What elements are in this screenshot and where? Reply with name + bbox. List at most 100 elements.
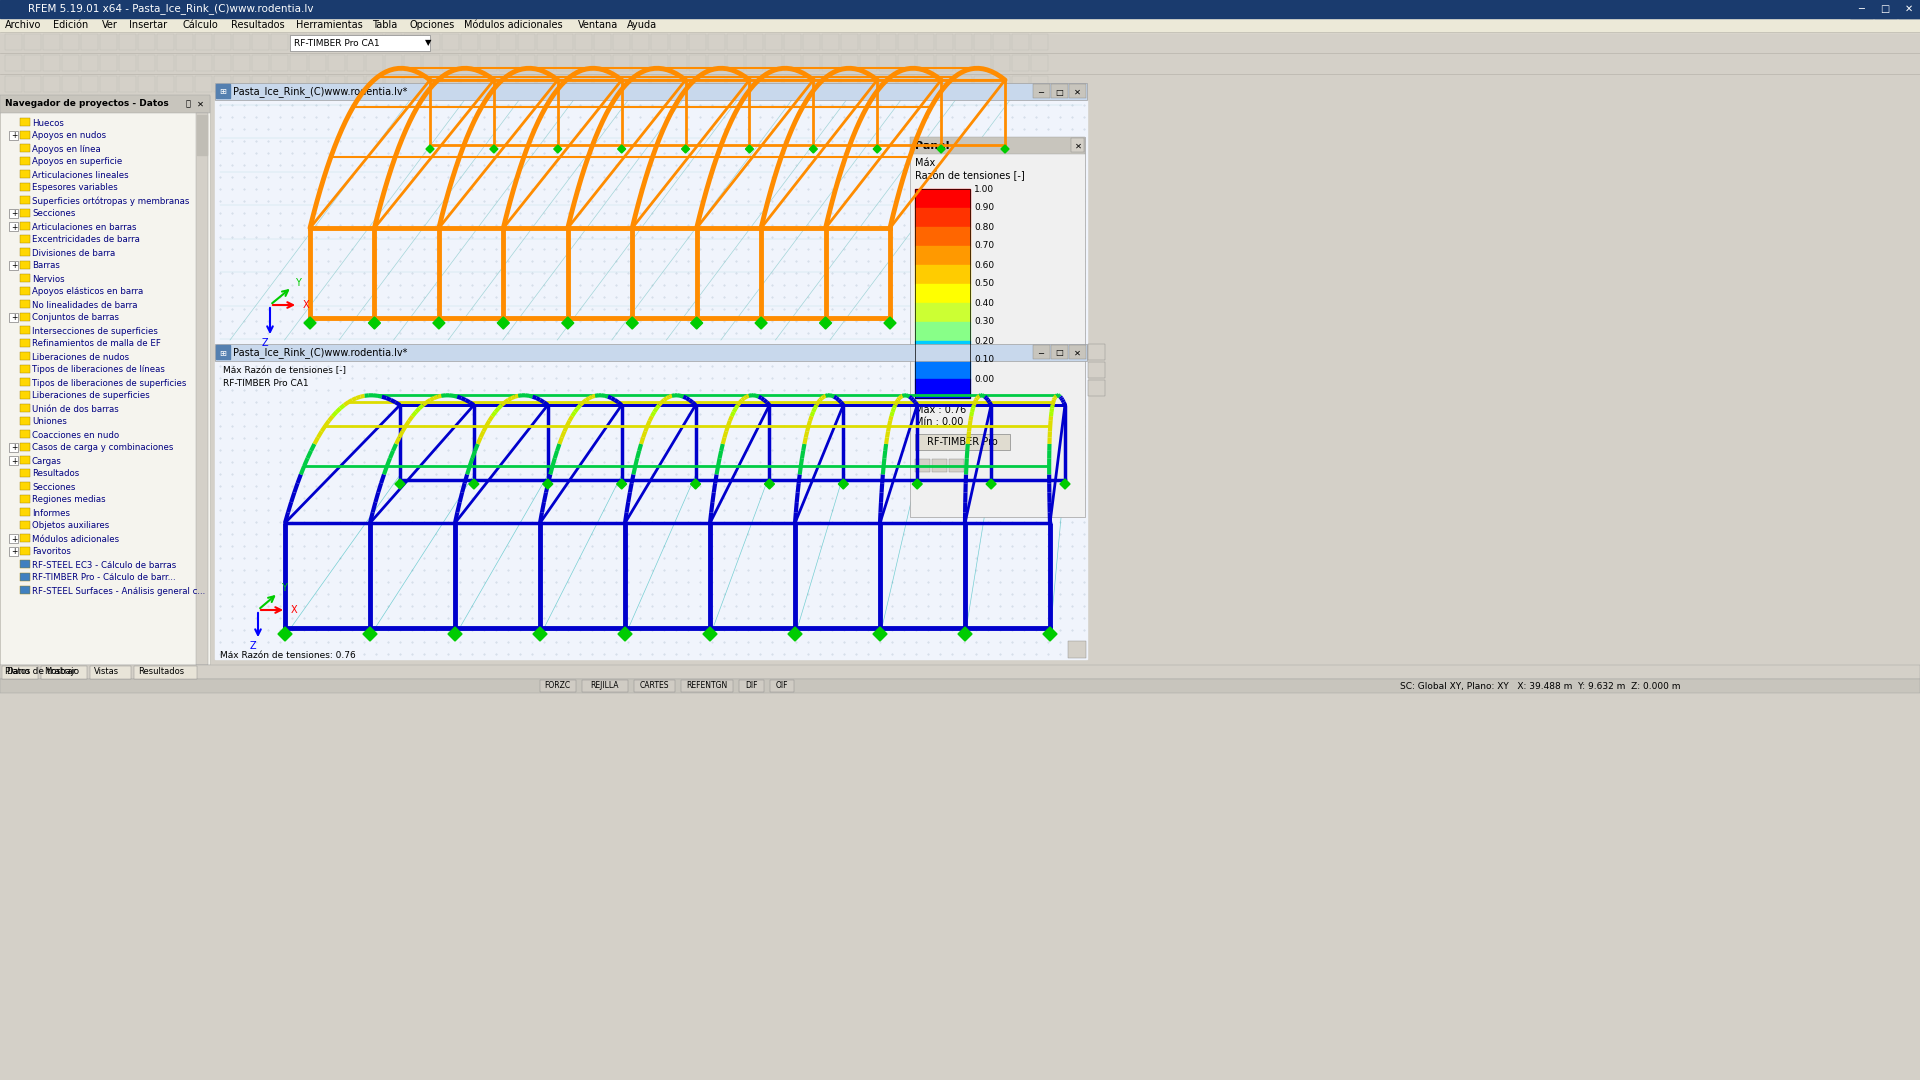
Bar (593, 55, 611, 71)
Text: Navegador de proyectos - Datos: Navegador de proyectos - Datos (6, 99, 169, 108)
Bar (6, 33, 21, 50)
Bar (19, 443, 31, 451)
Polygon shape (490, 145, 497, 153)
Text: ─: ─ (1859, 4, 1864, 14)
Bar (783, 55, 801, 71)
Bar (0, 18, 1920, 32)
Bar (993, 33, 1010, 50)
Text: Superficies ortótropas y membranas: Superficies ortótropas y membranas (33, 197, 190, 206)
Bar (23, 76, 40, 92)
Bar (19, 430, 31, 438)
Bar (931, 459, 947, 472)
Bar (61, 76, 79, 92)
Bar (19, 378, 31, 386)
Bar (1031, 33, 1048, 50)
Text: Cálculo: Cálculo (182, 21, 219, 30)
Bar (518, 33, 536, 50)
Text: DIF: DIF (745, 681, 758, 690)
Text: Nervios: Nervios (33, 274, 65, 283)
Bar (574, 76, 591, 92)
Text: Resultados: Resultados (138, 667, 184, 676)
Bar (100, 76, 117, 92)
Bar (309, 55, 326, 71)
Bar (348, 55, 365, 71)
Bar (271, 55, 288, 71)
Bar (232, 55, 250, 71)
Bar (19, 586, 31, 594)
Bar (747, 76, 762, 92)
Bar (1089, 380, 1106, 396)
Polygon shape (278, 627, 292, 642)
Bar (19, 131, 31, 139)
Bar (708, 76, 726, 92)
Bar (918, 76, 933, 92)
Bar (196, 33, 211, 50)
Bar (42, 76, 60, 92)
Text: No linealidades de barra: No linealidades de barra (33, 300, 138, 310)
Text: X: X (303, 300, 309, 310)
Text: Y: Y (280, 583, 286, 593)
Text: ✕: ✕ (1905, 4, 1912, 14)
Text: Máx Razón de tensiones: 0.76: Máx Razón de tensiones: 0.76 (221, 650, 355, 660)
Polygon shape (543, 480, 553, 489)
Text: +: + (12, 535, 17, 543)
Bar (19, 210, 31, 217)
Bar (42, 55, 60, 71)
Text: Ventana: Ventana (578, 21, 618, 30)
Text: Barras: Barras (33, 261, 60, 270)
Bar (916, 189, 970, 208)
Bar (682, 680, 733, 692)
Bar (271, 33, 288, 50)
Bar (973, 55, 991, 71)
Polygon shape (426, 145, 434, 153)
Text: Tabla: Tabla (372, 21, 397, 30)
Bar (0, 75, 1920, 95)
Bar (19, 144, 31, 152)
Bar (1012, 76, 1029, 92)
Text: Edición: Edición (54, 21, 88, 30)
Text: RF-TIMBER Pro - Cálculo de barr...: RF-TIMBER Pro - Cálculo de barr... (33, 573, 175, 582)
Bar (1031, 76, 1048, 92)
Bar (0, 665, 209, 680)
Polygon shape (616, 480, 626, 489)
Text: Excentricidades de barra: Excentricidades de barra (33, 235, 140, 244)
Bar (916, 303, 970, 322)
Bar (670, 55, 687, 71)
Bar (42, 33, 60, 50)
Bar (138, 33, 156, 50)
Bar (10, 131, 17, 140)
Text: 0.00: 0.00 (973, 375, 995, 383)
Bar (422, 76, 440, 92)
Bar (119, 33, 136, 50)
Bar (538, 33, 555, 50)
Text: Archivo: Archivo (6, 21, 42, 30)
Bar (215, 84, 230, 98)
Bar (290, 76, 307, 92)
Bar (309, 33, 326, 50)
Text: 0.20: 0.20 (973, 337, 995, 346)
Bar (783, 76, 801, 92)
Bar (540, 680, 576, 692)
Bar (973, 76, 991, 92)
Bar (196, 55, 211, 71)
Polygon shape (682, 145, 689, 153)
Bar (19, 118, 31, 126)
Bar (290, 35, 430, 51)
Bar (177, 55, 194, 71)
Bar (651, 76, 668, 92)
Bar (916, 379, 970, 399)
Text: Articulaciones en barras: Articulaciones en barras (33, 222, 136, 231)
Text: Apoyos en línea: Apoyos en línea (33, 145, 100, 153)
Bar (803, 55, 820, 71)
Polygon shape (618, 627, 632, 642)
Bar (328, 55, 346, 71)
Bar (461, 33, 478, 50)
Bar (918, 33, 933, 50)
Bar (19, 300, 31, 308)
Bar (10, 210, 17, 218)
Bar (19, 274, 31, 282)
Text: Informes: Informes (33, 509, 69, 517)
Text: CARTES: CARTES (639, 681, 670, 690)
Bar (728, 33, 745, 50)
Bar (138, 76, 156, 92)
